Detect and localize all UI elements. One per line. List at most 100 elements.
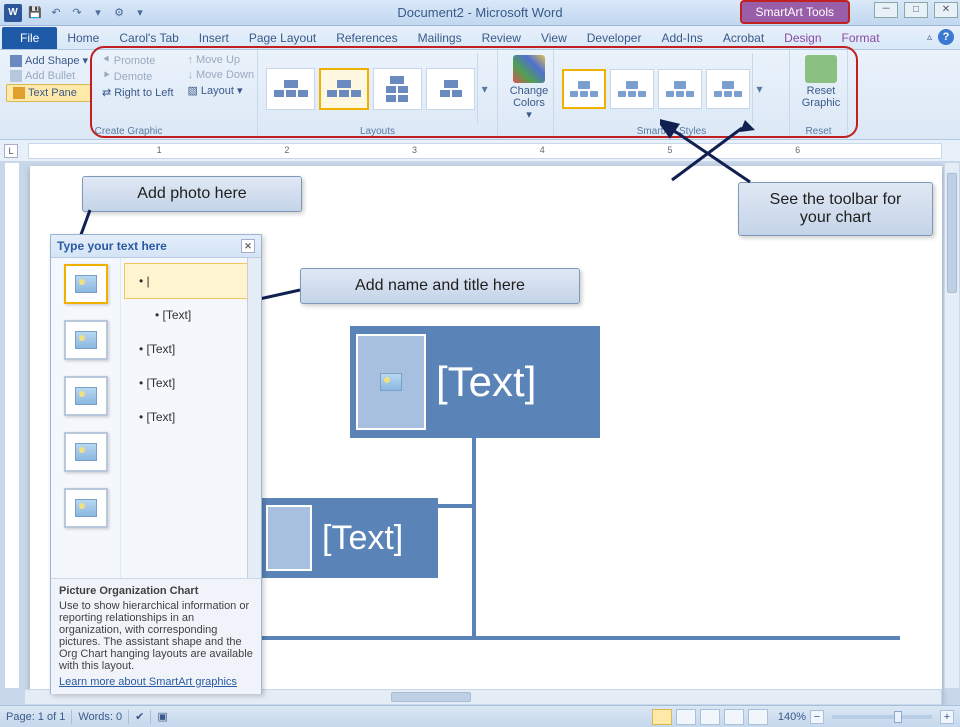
text-pane-item[interactable]: [Text] <box>125 366 257 400</box>
org-chart-assistant-text[interactable]: [Text] <box>322 519 403 558</box>
org-chart-root-text[interactable]: [Text] <box>436 358 536 406</box>
view-draft-button[interactable] <box>748 709 768 725</box>
org-chart-icon[interactable]: ⚙ <box>110 4 128 22</box>
promote-icon: ⯇ <box>102 54 111 67</box>
smartart-text-pane: Type your text here ✕ | [Text] [Text] [T… <box>50 234 262 694</box>
help-icon[interactable]: ? <box>938 29 954 45</box>
ribbon: Add Shape ▾ Add Bullet Text Pane ⯇ Promo… <box>0 50 960 140</box>
text-pane-item[interactable]: | <box>124 263 258 299</box>
tab-design[interactable]: Design <box>774 27 831 49</box>
tab-carols[interactable]: Carol's Tab <box>109 27 188 49</box>
ruler-mark: 1 <box>157 145 162 155</box>
tab-acrobat[interactable]: Acrobat <box>713 27 774 49</box>
layout-button[interactable]: ▧ Layout ▾ <box>184 83 259 98</box>
zoom-slider-thumb[interactable] <box>894 711 902 723</box>
zoom-out-button[interactable]: − <box>810 710 824 724</box>
org-chart-connector <box>472 438 476 504</box>
tab-references[interactable]: References <box>326 27 407 49</box>
text-pane-button[interactable]: Text Pane <box>6 84 92 102</box>
move-down-button[interactable]: ↓ Move Down <box>184 68 259 82</box>
promote-button[interactable]: ⯇ Promote <box>98 53 178 68</box>
vertical-ruler[interactable] <box>4 162 20 689</box>
status-words[interactable]: Words: 0 <box>78 711 122 723</box>
tab-format[interactable]: Format <box>832 27 890 49</box>
tab-selector[interactable]: L <box>4 144 18 158</box>
minimize-ribbon-icon[interactable]: ▵ <box>927 32 932 43</box>
layout-icon: ▧ <box>188 84 198 97</box>
status-zoom-level[interactable]: 140% <box>778 711 806 723</box>
text-pane-list[interactable]: | [Text] [Text] [Text] [Text] <box>121 258 261 578</box>
tab-insert[interactable]: Insert <box>189 27 239 49</box>
text-pane-thumb-3[interactable] <box>64 376 108 416</box>
rtl-icon: ⇄ <box>102 86 111 99</box>
tab-review[interactable]: Review <box>472 27 531 49</box>
text-pane-desc-body: Use to show hierarchical information or … <box>59 600 253 672</box>
file-tab[interactable]: File <box>2 27 57 49</box>
horizontal-scrollbar-thumb[interactable] <box>391 692 471 702</box>
qat-more-icon[interactable]: ▾ <box>89 4 107 22</box>
style-option-1[interactable] <box>562 69 606 109</box>
text-pane-thumb-4[interactable] <box>64 432 108 472</box>
styles-group-label: SmartArt Styles <box>560 124 783 137</box>
text-pane-item[interactable]: [Text] <box>125 298 257 332</box>
horizontal-ruler[interactable]: 1 2 3 4 5 6 <box>28 143 942 159</box>
layouts-more-button[interactable]: ▾ <box>477 53 491 124</box>
redo-icon[interactable]: ↷ <box>68 4 86 22</box>
org-chart-assistant-picture[interactable] <box>266 505 312 571</box>
undo-icon[interactable]: ↶ <box>47 4 65 22</box>
styles-more-button[interactable]: ▾ <box>752 53 766 124</box>
reset-graphic-button[interactable]: Reset Graphic <box>796 53 846 111</box>
maximize-button[interactable]: □ <box>904 2 928 18</box>
text-pane-scrollbar[interactable] <box>247 258 261 578</box>
tab-page-layout[interactable]: Page Layout <box>239 27 326 49</box>
layout-option-2[interactable] <box>319 68 368 110</box>
text-pane-item[interactable]: [Text] <box>125 400 257 434</box>
minimize-button[interactable]: － <box>874 2 898 18</box>
layout-option-1[interactable] <box>266 68 315 110</box>
add-bullet-button[interactable]: Add Bullet <box>6 69 92 83</box>
zoom-slider[interactable] <box>832 715 932 719</box>
tab-developer[interactable]: Developer <box>577 27 652 49</box>
text-pane-item[interactable]: [Text] <box>125 332 257 366</box>
bullet-icon <box>10 70 22 82</box>
add-shape-button[interactable]: Add Shape ▾ <box>6 53 92 68</box>
demote-button[interactable]: ⯈ Demote <box>98 69 178 84</box>
tab-mailings[interactable]: Mailings <box>408 27 472 49</box>
view-outline-button[interactable] <box>724 709 744 725</box>
status-spell-icon[interactable]: ✔ <box>135 710 144 723</box>
layouts-group-label: Layouts <box>264 124 491 137</box>
text-pane-thumb-1[interactable] <box>64 264 108 304</box>
zoom-in-button[interactable]: + <box>940 710 954 724</box>
status-macro-icon[interactable]: ▣ <box>157 710 167 723</box>
tab-view[interactable]: View <box>531 27 577 49</box>
text-pane-close-button[interactable]: ✕ <box>241 239 255 253</box>
view-full-screen-button[interactable] <box>676 709 696 725</box>
vertical-scrollbar[interactable] <box>944 162 960 689</box>
org-chart-assistant-node[interactable]: [Text] <box>260 498 438 578</box>
text-pane-thumbnails <box>51 258 121 578</box>
close-button[interactable]: ✕ <box>934 2 958 18</box>
layout-option-4[interactable] <box>426 68 475 110</box>
text-pane-learn-more-link[interactable]: Learn more about SmartArt graphics <box>59 676 253 688</box>
style-option-3[interactable] <box>658 69 702 109</box>
move-up-button[interactable]: ↑ Move Up <box>184 53 259 67</box>
qat-dropdown-icon[interactable]: ▾ <box>131 4 149 22</box>
view-print-layout-button[interactable] <box>652 709 672 725</box>
status-bar: Page: 1 of 1 Words: 0 ✔ ▣ 140% − + <box>0 705 960 727</box>
org-chart-root-node[interactable]: [Text] <box>350 326 600 438</box>
status-page[interactable]: Page: 1 of 1 <box>6 711 65 723</box>
org-chart-root-picture[interactable] <box>356 334 426 430</box>
tab-home[interactable]: Home <box>57 27 109 49</box>
right-to-left-button[interactable]: ⇄ Right to Left <box>98 85 178 100</box>
style-option-2[interactable] <box>610 69 654 109</box>
vertical-scrollbar-thumb[interactable] <box>947 173 957 293</box>
style-option-4[interactable] <box>706 69 750 109</box>
tab-addins[interactable]: Add-Ins <box>651 27 712 49</box>
text-pane-thumb-2[interactable] <box>64 320 108 360</box>
demote-icon: ⯈ <box>102 70 111 83</box>
change-colors-button[interactable]: Change Colors ▾ <box>504 53 554 123</box>
save-icon[interactable]: 💾 <box>26 4 44 22</box>
view-web-layout-button[interactable] <box>700 709 720 725</box>
text-pane-thumb-5[interactable] <box>64 488 108 528</box>
layout-option-3[interactable] <box>373 68 422 110</box>
